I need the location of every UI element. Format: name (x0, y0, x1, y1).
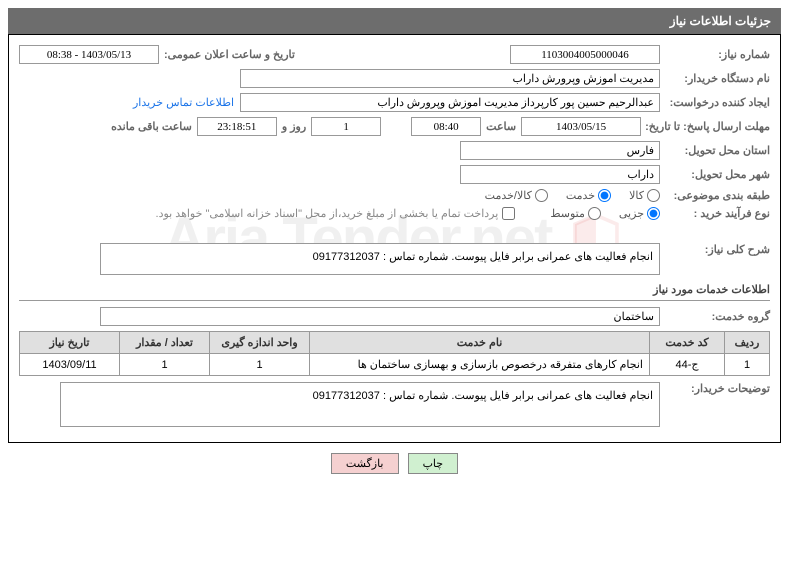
radio-minor-label: جزیی (619, 207, 644, 220)
radio-medium[interactable] (588, 207, 601, 220)
radio-goods-label: کالا (629, 189, 644, 202)
announce-datetime-label: تاریخ و ساعت اعلان عمومی: (159, 48, 300, 61)
deadline-label: مهلت ارسال پاسخ: تا تاریخ: (641, 120, 770, 133)
panel-title: جزئیات اطلاعات نیاز (8, 8, 781, 34)
radio-medium-label: متوسط (550, 207, 585, 220)
process-type-label: نوع فرآیند خرید : (660, 207, 770, 220)
buyer-notes-label: توضیحات خریدار: (660, 382, 770, 395)
contact-link[interactable]: اطلاعات تماس خریدار (133, 96, 234, 109)
general-desc-label: شرح کلی نیاز: (660, 243, 770, 256)
cell-row: 1 (725, 354, 770, 376)
deadline-date-field (521, 117, 641, 136)
hours-remaining-field (197, 117, 277, 136)
delivery-province-field (460, 141, 660, 160)
general-desc-box: انجام فعالیت های عمرانی برابر فایل پیوست… (100, 243, 660, 275)
delivery-city-label: شهر محل تحویل: (660, 168, 770, 181)
cell-qty: 1 (120, 354, 210, 376)
radio-service[interactable] (598, 189, 611, 202)
time-label: ساعت (481, 120, 521, 133)
buyer-org-field (240, 69, 660, 88)
announce-datetime-field (19, 45, 159, 64)
table-row: 1 ج-44 انجام کارهای متفرقه درخصوص بازساز… (20, 354, 770, 376)
subject-class-label: طبقه بندی موضوعی: (660, 189, 770, 202)
remaining-suffix: ساعت باقی مانده (106, 120, 197, 133)
need-number-field (510, 45, 660, 64)
service-info-title: اطلاعات خدمات مورد نیاز (19, 283, 770, 301)
print-button[interactable]: چاپ (408, 453, 459, 474)
delivery-province-label: استان محل تحویل: (660, 144, 770, 157)
radio-goods[interactable] (647, 189, 660, 202)
back-button[interactable]: بازگشت (331, 453, 399, 474)
cell-date: 1403/09/11 (20, 354, 120, 376)
radio-service-label: خدمت (566, 189, 595, 202)
radio-both[interactable] (535, 189, 548, 202)
payment-note: پرداخت تمام یا بخشی از مبلغ خرید،از محل … (156, 207, 499, 220)
delivery-city-field (460, 165, 660, 184)
th-unit: واحد اندازه گیری (210, 332, 310, 354)
th-row: ردیف (725, 332, 770, 354)
cell-unit: 1 (210, 354, 310, 376)
th-name: نام خدمت (310, 332, 650, 354)
deadline-time-field (411, 117, 481, 136)
radio-minor[interactable] (647, 207, 660, 220)
th-qty: تعداد / مقدار (120, 332, 210, 354)
need-number-label: شماره نیاز: (660, 48, 770, 61)
cell-code: ج-44 (650, 354, 725, 376)
service-group-field (100, 307, 660, 326)
buyer-org-label: نام دستگاه خریدار: (660, 72, 770, 85)
service-group-label: گروه خدمت: (660, 310, 770, 323)
cell-name: انجام کارهای متفرقه درخصوص بازسازی و بهس… (310, 354, 650, 376)
days-remaining-field (311, 117, 381, 136)
days-label: روز و (277, 120, 311, 133)
payment-checkbox[interactable] (502, 207, 515, 220)
requester-field (240, 93, 660, 112)
th-date: تاریخ نیاز (20, 332, 120, 354)
th-code: کد خدمت (650, 332, 725, 354)
requester-label: ایجاد کننده درخواست: (660, 96, 770, 109)
services-table: ردیف کد خدمت نام خدمت واحد اندازه گیری ت… (19, 331, 770, 376)
buyer-notes-box: انجام فعالیت های عمرانی برابر فایل پیوست… (60, 382, 660, 427)
radio-both-label: کالا/خدمت (485, 189, 532, 202)
